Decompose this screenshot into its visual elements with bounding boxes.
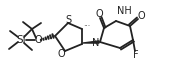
Text: N: N: [92, 38, 100, 48]
Text: S: S: [65, 15, 71, 25]
Polygon shape: [83, 41, 99, 43]
Text: Si: Si: [16, 35, 26, 45]
Text: F: F: [133, 50, 139, 60]
Text: O: O: [57, 49, 65, 59]
Text: NH: NH: [117, 6, 132, 16]
Text: O: O: [95, 9, 103, 19]
Text: ···: ···: [84, 23, 91, 32]
Text: O: O: [34, 35, 42, 45]
Text: O: O: [137, 11, 145, 21]
